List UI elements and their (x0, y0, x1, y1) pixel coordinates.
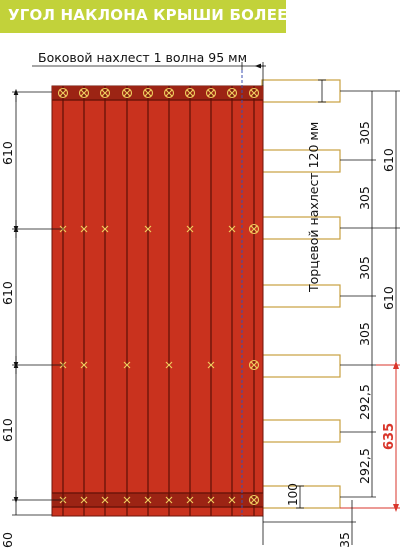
batten (261, 216, 341, 240)
screw-icon (80, 496, 88, 504)
right-outer-dim-label: 610 (381, 286, 396, 310)
screw-icon (80, 361, 88, 369)
screw-icon (207, 361, 215, 369)
screw-icon (80, 225, 88, 233)
screw-icon (228, 496, 236, 504)
right-inner-dim-label: 305 (357, 256, 372, 280)
highlight-dimension (340, 361, 400, 512)
screw-icon (121, 87, 133, 99)
batten (261, 354, 341, 378)
end-overlap-label: Торцевой нахлест 120 мм (306, 122, 321, 293)
batten (261, 284, 341, 308)
right-inner-dim-label: 305 (357, 322, 372, 346)
screw-icon (205, 87, 217, 99)
batten (261, 79, 341, 103)
left-dim-label: 610 (0, 141, 15, 165)
side-overlap-dimension (32, 62, 266, 86)
screw-icon (163, 87, 175, 99)
fasteners-middle-rows (59, 223, 260, 371)
batten (261, 149, 341, 173)
highlight-dim-label: 635 (382, 423, 397, 450)
screw-icon (248, 494, 260, 506)
screw-icon (248, 223, 260, 235)
sheet-ribs (62, 86, 255, 516)
right-inner-dim-label: 305 (357, 121, 372, 145)
end-overlap-dimension (318, 79, 326, 103)
right-outer-dimension-chain (376, 90, 400, 366)
right-inner-dim-label: 305 (357, 186, 372, 210)
screw-icon (123, 361, 131, 369)
screw-icon (184, 87, 196, 99)
screw-icon (165, 496, 173, 504)
screw-icon (248, 87, 260, 99)
right-inner-dimension-chain (340, 90, 376, 509)
battens (261, 79, 341, 509)
bottom-dim-label: 35 (337, 532, 352, 548)
left-dim-label: 60 (0, 532, 15, 548)
screw-icon (78, 87, 90, 99)
batten-width-dimension (296, 485, 304, 509)
fasteners-bottom-row (59, 494, 260, 506)
screw-icon (165, 361, 173, 369)
screw-icon (101, 225, 109, 233)
batten (261, 485, 341, 509)
batten (261, 419, 341, 443)
screw-icon (142, 87, 154, 99)
screw-icon (226, 87, 238, 99)
screw-icon (144, 496, 152, 504)
screw-icon (101, 496, 109, 504)
side-overlap-label: Боковой нахлест 1 волна 95 мм (38, 50, 247, 65)
page-title: УГОЛ НАКЛОНА КРЫШИ БОЛЕЕ 15° (8, 6, 323, 24)
screw-icon (144, 225, 152, 233)
screw-icon (186, 496, 194, 504)
left-dim-label: 610 (0, 281, 15, 305)
screw-icon (186, 225, 194, 233)
right-inner-dim-label: 292,5 (357, 384, 372, 420)
bottom-dimension (262, 500, 356, 545)
screw-icon (248, 359, 260, 371)
right-outer-dim-label: 610 (381, 148, 396, 172)
screw-icon (228, 225, 236, 233)
roof-sheet (51, 70, 264, 517)
right-inner-dim-label: 292,5 (357, 448, 372, 484)
screw-icon (123, 496, 131, 504)
left-dim-label: 610 (0, 418, 15, 442)
batten-width-label: 100 (286, 483, 300, 506)
screw-icon (207, 496, 215, 504)
screw-icon (57, 87, 69, 99)
screw-icon (99, 87, 111, 99)
fasteners-top-row (57, 87, 260, 99)
title-bar: УГОЛ НАКЛОНА КРЫШИ БОЛЕЕ 15° (0, 0, 322, 33)
left-dimension-chain (12, 88, 64, 516)
